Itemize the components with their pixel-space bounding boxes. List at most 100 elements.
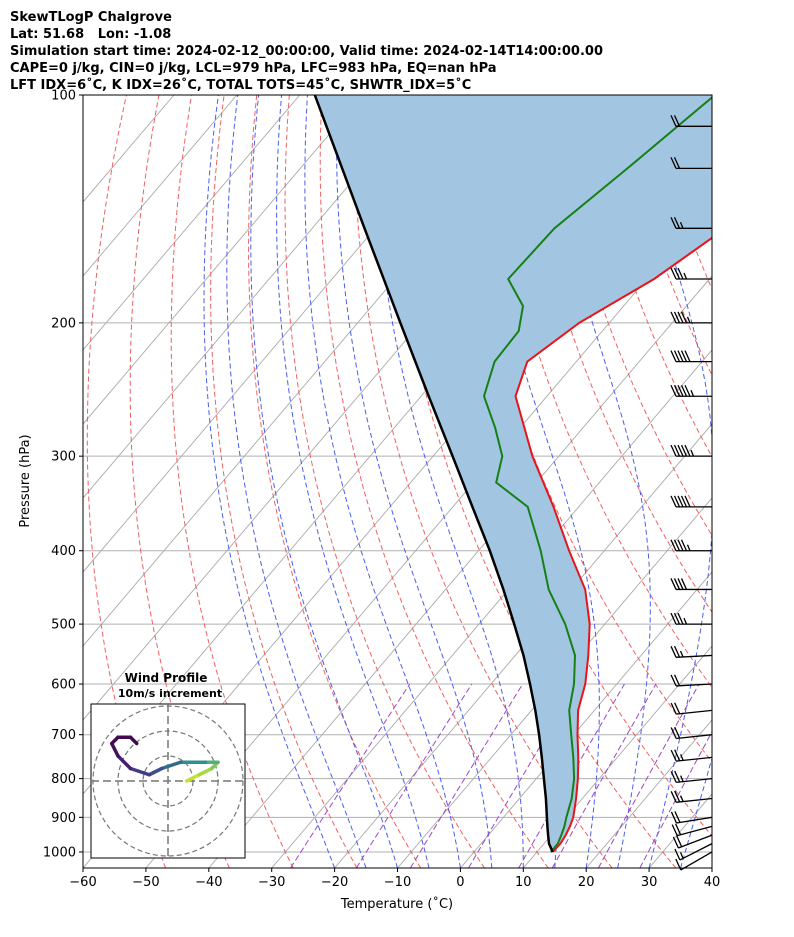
convective-parameters: CAPE=0 j/kg, CIN=0 j/kg, LCL=979 hPa, LF… — [10, 61, 497, 76]
dry-adiabat — [248, 95, 422, 868]
wind-barb — [670, 811, 713, 824]
dry-adiabat — [516, 95, 712, 613]
isotherm--140 — [83, 95, 238, 277]
wind-barb — [670, 612, 712, 625]
dry-adiabat — [484, 95, 712, 689]
wind-barb — [670, 444, 712, 457]
x-tick-label: 30 — [641, 875, 658, 890]
wind-barb — [670, 539, 712, 552]
x-axis-label: Temperature (˚C) — [340, 896, 453, 912]
wind-barb — [670, 790, 713, 803]
stability-indices: LFT IDX=6˚C, K IDX=26˚C, TOTAL TOTS=45˚C… — [10, 78, 472, 93]
mixing-ratio-line — [409, 683, 524, 868]
dry-adiabat — [745, 95, 794, 868]
chart-title: SkewTLogP Chalgrove — [10, 10, 172, 25]
isotherm--120 — [83, 95, 363, 425]
moist-adiabat — [226, 95, 367, 868]
dry-adiabat — [713, 95, 794, 868]
y-axis-label: Pressure (hPa) — [18, 434, 33, 527]
mixing-ratio-line — [597, 683, 700, 868]
dry-adiabat — [778, 95, 794, 868]
mixing-ratio-line — [290, 683, 411, 868]
moist-adiabat — [276, 95, 430, 868]
dry-adiabat — [170, 95, 294, 868]
wind-barb — [670, 267, 712, 280]
wind-barb — [670, 311, 712, 324]
y-tick-label: 700 — [51, 728, 76, 743]
wind-barb — [670, 384, 712, 397]
dry-adiabat — [319, 95, 549, 868]
moist-adiabat — [538, 95, 651, 868]
y-tick-label: 600 — [51, 678, 76, 693]
moist-adiabat — [250, 95, 398, 868]
wind-barb — [674, 843, 713, 861]
x-tick-label: 40 — [704, 875, 721, 890]
hodograph-segment — [185, 773, 201, 783]
moist-adiabat — [628, 95, 712, 868]
isotherm--130 — [83, 95, 301, 351]
isotherm--30 — [271, 349, 712, 868]
wind-barb — [670, 115, 712, 127]
simulation-times: Simulation start time: 2024-02-12_00:00:… — [10, 44, 603, 59]
x-tick-label: −50 — [132, 875, 159, 890]
hodograph-segment — [110, 741, 120, 758]
mixing-ratio-line — [355, 683, 473, 868]
hodograph-segment — [128, 735, 139, 746]
wind-barb — [672, 834, 713, 849]
y-tick-label: 400 — [51, 544, 76, 559]
hodograph-segment — [197, 766, 214, 777]
isotherm-20 — [585, 719, 712, 868]
wind-barb — [670, 749, 713, 762]
hodograph-segment — [128, 766, 151, 777]
moist-adiabat — [372, 95, 524, 868]
hodograph-segment — [160, 760, 183, 771]
moist-adiabat — [203, 95, 336, 868]
temperature-profile — [514, 236, 712, 853]
cape-shading — [314, 95, 712, 852]
moist-adiabat — [304, 95, 461, 868]
x-tick-label: −20 — [321, 875, 348, 890]
wind-barb — [670, 495, 712, 508]
wind-barb — [675, 851, 713, 871]
wind-barb — [670, 645, 713, 658]
wind-barb — [670, 578, 712, 591]
y-tick-label: 1000 — [43, 845, 76, 860]
y-tick-label: 800 — [51, 772, 76, 787]
y-tick-label: 100 — [51, 89, 76, 104]
y-tick-label: 500 — [51, 618, 76, 633]
y-tick-label: 200 — [51, 316, 76, 331]
dewpoint-profile — [482, 96, 712, 853]
wind-barb — [670, 770, 713, 784]
parcel-profile — [313, 95, 554, 853]
y-tick-label: 300 — [51, 450, 76, 465]
x-tick-label: −30 — [258, 875, 285, 890]
dry-adiabat — [284, 95, 485, 868]
isotherm--10 — [397, 497, 712, 868]
isotherm-10 — [522, 645, 712, 868]
wind-barb — [670, 726, 713, 740]
y-tick-label: 900 — [51, 811, 76, 826]
chart-header: SkewTLogP Chalgrove Lat: 51.68 Lon: -1.0… — [10, 9, 603, 94]
station-coordinates: Lat: 51.68 Lon: -1.08 — [10, 27, 172, 42]
wind-barb — [670, 217, 712, 229]
hodograph-segment — [116, 754, 133, 771]
wind-barb — [671, 823, 713, 837]
wind-barb — [670, 702, 713, 715]
isotherm-40 — [711, 867, 712, 868]
hodograph-subtitle: 10m/s increment — [118, 687, 222, 700]
x-tick-label: −40 — [195, 875, 222, 890]
isotherm-50 — [775, 95, 794, 868]
x-tick-label: −60 — [69, 875, 96, 890]
x-tick-label: 20 — [578, 875, 595, 890]
mixing-ratio-line — [639, 730, 712, 868]
wind-barb — [670, 157, 712, 170]
moist-adiabat — [336, 95, 493, 868]
x-tick-label: 0 — [456, 875, 464, 890]
wind-barb — [670, 674, 713, 687]
x-tick-label: −10 — [384, 875, 411, 890]
wind-barb — [670, 350, 712, 363]
mixing-ratio-line — [551, 683, 657, 868]
dry-adiabat — [210, 95, 358, 868]
isotherm--20 — [334, 423, 712, 868]
